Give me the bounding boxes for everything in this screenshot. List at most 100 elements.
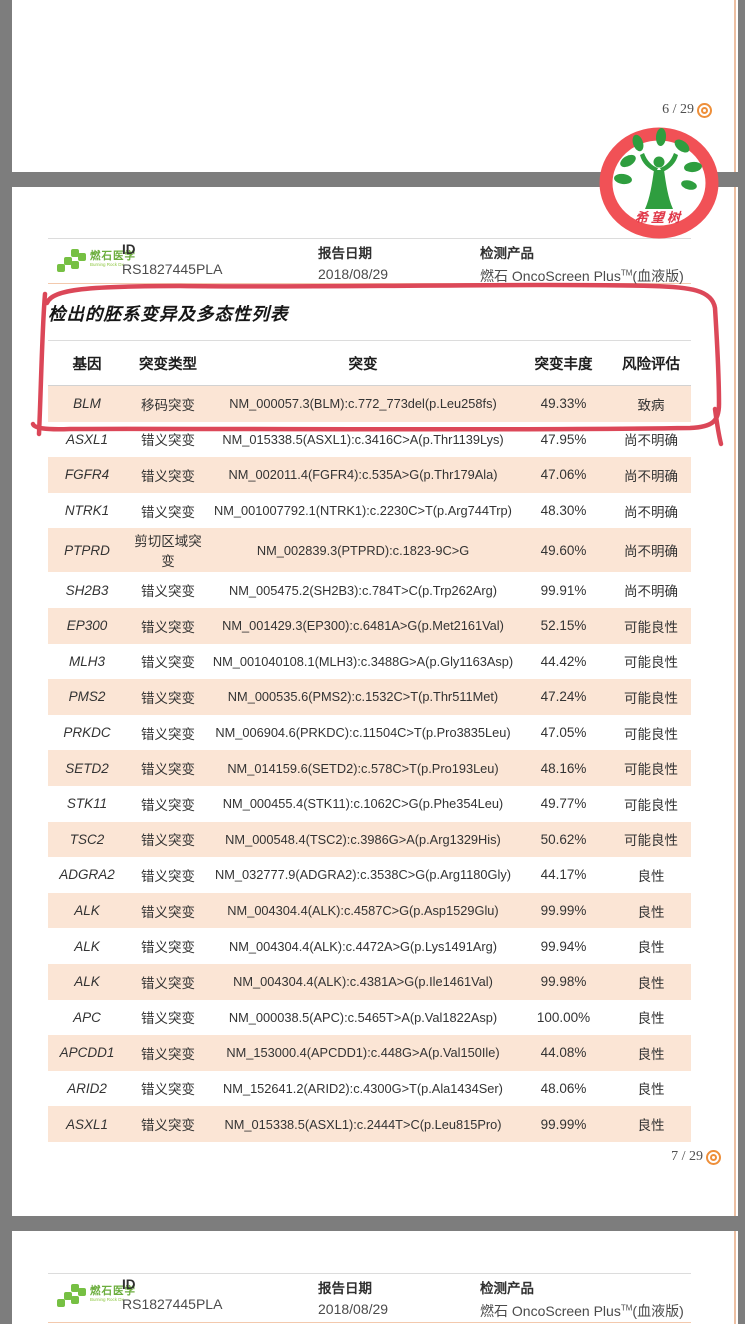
cell-mutation: NM_153000.4(APCDD1):c.448G>A(p.Val150Ile… bbox=[226, 1045, 500, 1061]
cell-abundance: 47.95% bbox=[540, 431, 587, 447]
cell-risk: 尚不明确 bbox=[624, 544, 678, 560]
cell-abundance: 52.15% bbox=[540, 618, 587, 634]
page-number-current: 7 / 29 bbox=[671, 1149, 721, 1165]
report-date-label: 报告日期 bbox=[318, 1281, 372, 1296]
cell-mutation: NM_015338.5(ASXL1):c.3416C>A(p.Thr1139Ly… bbox=[222, 431, 504, 447]
logo-squares-icon bbox=[56, 243, 86, 275]
stamp-text: 希望树 bbox=[635, 210, 683, 225]
cell-gene: ALK bbox=[74, 903, 100, 919]
cell-mutation: NM_000038.5(APC):c.5465T>A(p.Val1822Asp) bbox=[228, 1009, 498, 1025]
viewer-right-margin bbox=[738, 0, 745, 1324]
column-header: 突变类型 bbox=[139, 356, 197, 373]
cell-type: 错义突变 bbox=[141, 655, 195, 671]
cell-abundance: 48.16% bbox=[540, 760, 587, 776]
cell-mutation: NM_015338.5(ASXL1):c.2444T>C(p.Leu815Pro… bbox=[224, 1116, 502, 1132]
cell-mutation: NM_001040108.1(MLH3):c.3488G>A(p.Gly1163… bbox=[212, 653, 514, 669]
cell-abundance: 47.05% bbox=[540, 725, 587, 741]
table-row: MLH3 错义突变 NM_001040108.1(MLH3):c.3488G>A(p… bbox=[48, 644, 691, 680]
cell-gene: TSC2 bbox=[69, 831, 105, 847]
cell-abundance: 47.06% bbox=[540, 467, 587, 483]
logo-sub-text: Burning Rock Dx bbox=[90, 1297, 124, 1302]
page-number-prev-label: 6 / 29 bbox=[662, 102, 694, 117]
cell-risk: 可能良性 bbox=[624, 690, 678, 706]
cell-type: 移码突变 bbox=[141, 397, 195, 413]
cell-gene: STK11 bbox=[66, 796, 108, 812]
cell-mutation: NM_002839.3(PTPRD):c.1823-9C>G bbox=[256, 542, 470, 558]
cell-risk: 可能良性 bbox=[624, 833, 678, 849]
product-suffix: (血液版) bbox=[632, 1303, 684, 1319]
cell-type: 错义突变 bbox=[141, 690, 195, 706]
cell-risk: 尚不明确 bbox=[624, 433, 678, 449]
cell-type: 错义突变 bbox=[141, 619, 195, 635]
cell-type: 错义突变 bbox=[141, 584, 195, 600]
cell-gene: SH2B3 bbox=[65, 582, 109, 598]
cell-abundance: 44.08% bbox=[540, 1045, 587, 1061]
cell-gene: APC bbox=[73, 1009, 101, 1025]
cell-abundance: 48.06% bbox=[540, 1080, 587, 1096]
cell-type: 错义突变 bbox=[141, 468, 195, 484]
page-number-prev: 6 / 29 bbox=[662, 102, 712, 118]
report-date-value: 2018/08/29 bbox=[318, 1301, 389, 1317]
table-row: PMS2 错义突变 NM_000535.6(PMS2):c.1532C>T(p.Th… bbox=[48, 679, 691, 715]
cell-gene: FGFR4 bbox=[64, 467, 110, 483]
product-suffix: (血液版) bbox=[632, 268, 684, 284]
cell-type: 剪切区域突变 bbox=[134, 534, 202, 570]
cell-mutation: NM_000057.3(BLM):c.772_773del(p.Leu258fs… bbox=[229, 396, 497, 412]
cell-gene: PRKDC bbox=[63, 725, 111, 741]
header-id: ID RS1827445PLA bbox=[122, 1277, 222, 1312]
viewer-left-margin bbox=[0, 0, 12, 1324]
cell-type: 错义突变 bbox=[141, 1082, 195, 1098]
cell-gene: SETD2 bbox=[65, 760, 109, 776]
burning-rock-logo: 燃石医学 Burning Rock Dx bbox=[56, 243, 136, 275]
table-row: ASXL1 错义突变 NM_015338.5(ASXL1):c.3416C>A(p.… bbox=[48, 422, 691, 458]
cell-type: 错义突变 bbox=[141, 1046, 195, 1062]
report-header-next-page: 燃石医学 Burning Rock Dx ID RS1827445PLA 报告日… bbox=[48, 1273, 691, 1323]
table-body: BLM 移码突变 NM_000057.3(BLM):c.772_773del(p.L… bbox=[48, 386, 691, 1142]
header-product: 检测产品 燃石 OncoScreen PlusTM(血液版) bbox=[480, 242, 684, 286]
cell-type: 错义突变 bbox=[141, 975, 195, 991]
table-row: SH2B3 错义突变 NM_005475.2(SH2B3):c.784T>C(p.T… bbox=[48, 572, 691, 608]
cell-mutation: NM_000548.4(TSC2):c.3986G>A(p.Arg1329His… bbox=[225, 831, 501, 847]
cell-type: 错义突变 bbox=[141, 726, 195, 742]
table-row: BLM 移码突变 NM_000057.3(BLM):c.772_773del(p.L… bbox=[48, 386, 691, 422]
report-date-value: 2018/08/29 bbox=[318, 266, 389, 282]
cell-risk: 良性 bbox=[637, 940, 665, 956]
cell-gene: EP300 bbox=[66, 618, 108, 634]
cell-type: 错义突变 bbox=[141, 433, 195, 449]
table-row: ALK 错义突变 NM_004304.4(ALK):c.4381A>G(p.Ile1… bbox=[48, 963, 691, 1000]
cell-risk: 尚不明确 bbox=[624, 468, 678, 484]
table-row: SETD2 错义突变 NM_014159.6(SETD2):c.578C>T(p.P… bbox=[48, 750, 691, 786]
table-row: APC 错义突变 NM_000038.5(APC):c.5465T>A(p.Val1… bbox=[48, 1000, 691, 1036]
table-row: TSC2 错义突变 NM_000548.4(TSC2):c.3986G>A(p.Ar… bbox=[48, 821, 691, 858]
cell-abundance: 100.00% bbox=[536, 1009, 591, 1025]
cell-type: 错义突变 bbox=[141, 797, 195, 813]
cell-mutation: NM_005475.2(SH2B3):c.784T>C(p.Trp262Arg) bbox=[228, 582, 498, 598]
cell-gene: NTRK1 bbox=[64, 503, 110, 519]
product-value: 燃石 OncoScreen PlusTM(血液版) bbox=[480, 1301, 684, 1321]
cell-abundance: 99.99% bbox=[540, 1116, 587, 1132]
cell-mutation: NM_001007792.1(NTRK1):c.2230C>T(p.Arg744… bbox=[214, 503, 512, 519]
cell-risk: 良性 bbox=[637, 868, 665, 884]
cell-type: 错义突变 bbox=[141, 762, 195, 778]
product-label: 检测产品 bbox=[480, 246, 534, 261]
table-row: ASXL1 错义突变 NM_015338.5(ASXL1):c.2444T>C(p.… bbox=[48, 1106, 691, 1142]
cell-type: 错义突变 bbox=[141, 868, 195, 884]
cell-mutation: NM_001429.3(EP300):c.6481A>G(p.Met2161Va… bbox=[222, 618, 504, 634]
cell-gene: ALK bbox=[74, 974, 100, 990]
burning-rock-logo: 燃石医学 Burning Rock Dx bbox=[56, 1278, 136, 1310]
cell-abundance: 49.33% bbox=[540, 396, 587, 412]
cell-gene: ADGRA2 bbox=[59, 867, 115, 883]
cell-gene: PTPRD bbox=[64, 542, 110, 558]
column-header: 基因 bbox=[72, 356, 102, 373]
cell-mutation: NM_000455.4(STK11):c.1062C>G(p.Phe354Leu… bbox=[222, 796, 504, 812]
column-header: 突变丰度 bbox=[534, 356, 593, 373]
table-row: PRKDC 错义突变 NM_006904.6(PRKDC):c.11504C>T(p… bbox=[48, 715, 691, 751]
table-row: STK11 错义突变 NM_000455.4(STK11):c.1062C>G(p.… bbox=[48, 786, 691, 822]
table-row: PTPRD 剪切区域突变 NM_002839.3(PTPRD):c.1823-9C>… bbox=[48, 528, 691, 573]
table-row: NTRK1 错义突变 NM_001007792.1(NTRK1):c.2230C>T… bbox=[48, 493, 691, 529]
cell-gene: PMS2 bbox=[68, 689, 106, 705]
id-value: RS1827445PLA bbox=[122, 261, 223, 277]
page-gap-divider bbox=[0, 1216, 745, 1231]
cell-type: 错义突变 bbox=[141, 1118, 195, 1134]
